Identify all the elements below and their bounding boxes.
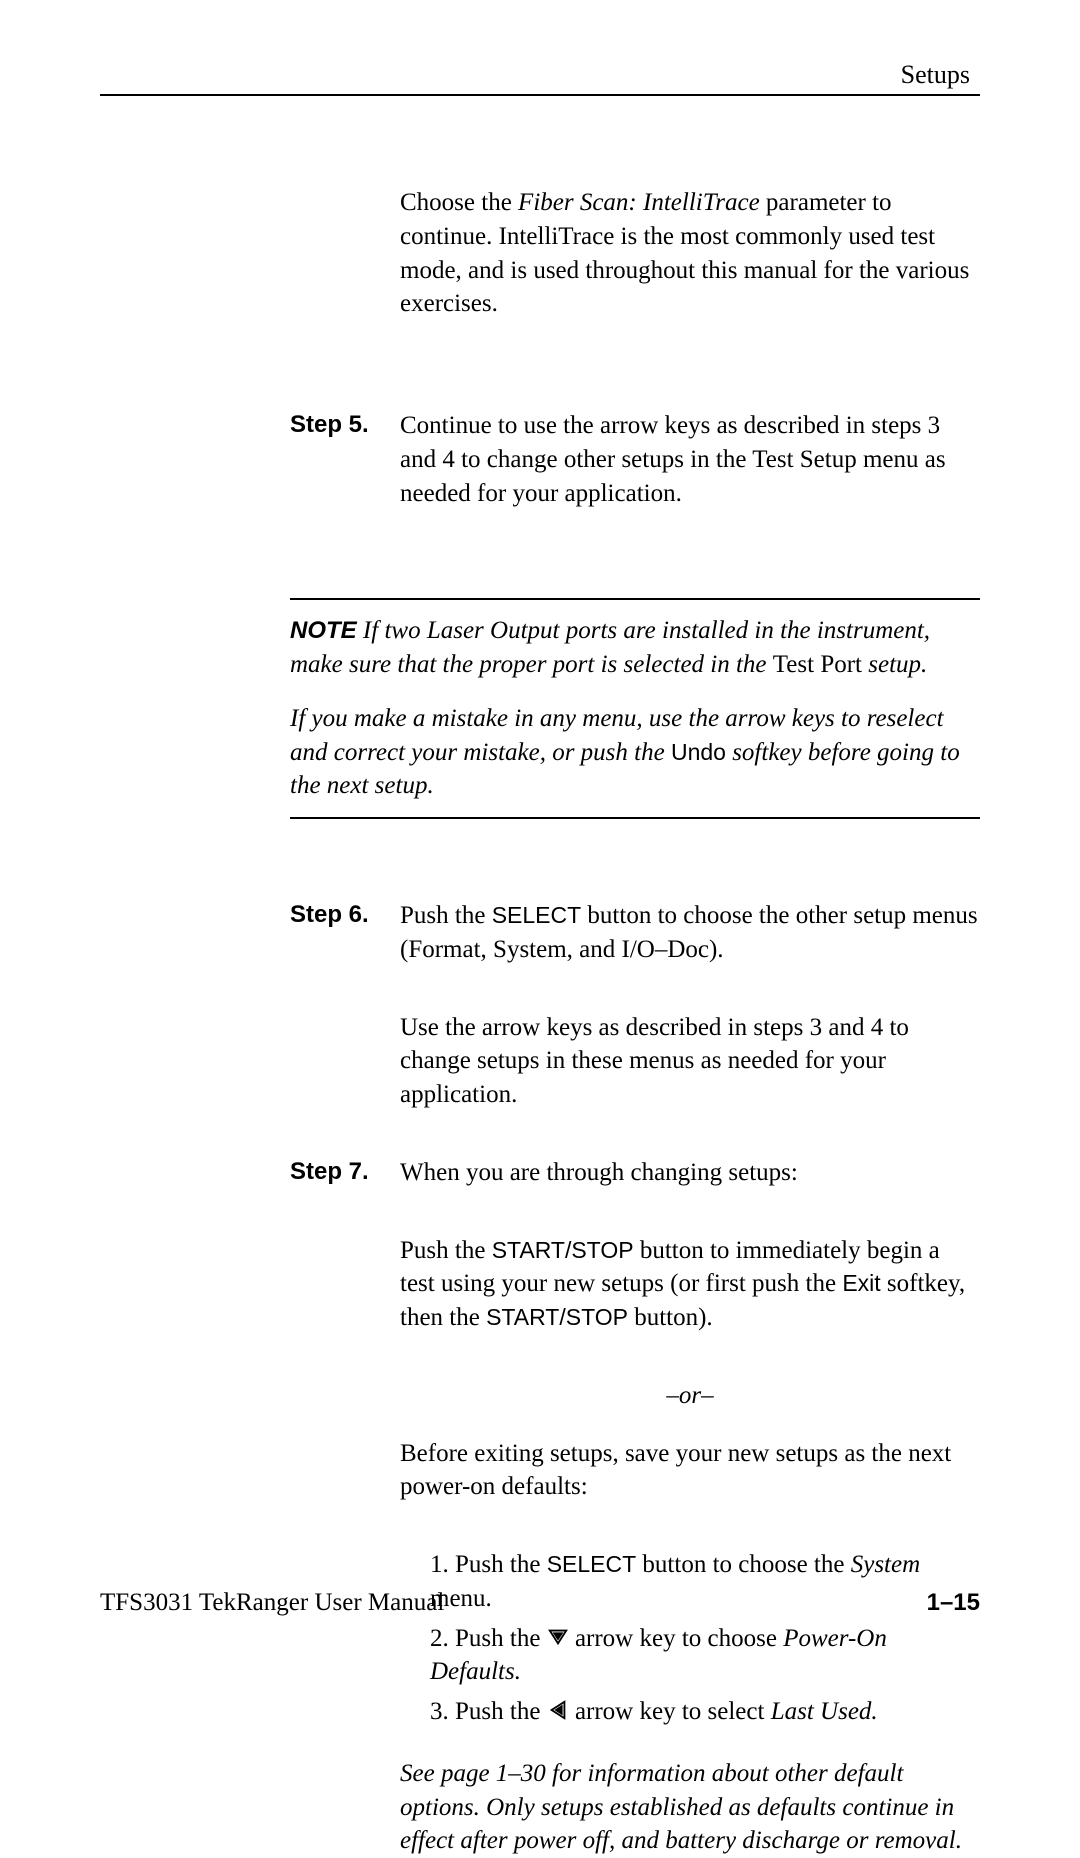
intro-param: Fiber Scan: IntelliTrace xyxy=(518,189,760,216)
step7-final: See page 1–30 for information about othe… xyxy=(400,1757,980,1858)
step7-p2-s1: START/STOP xyxy=(492,1237,634,1263)
step-6: Step 6. Push the SELECT button to choose… xyxy=(290,899,980,1112)
sub3-a: 3. Push the xyxy=(430,1698,547,1725)
sub3-b: arrow key to select xyxy=(569,1698,771,1725)
footer-left: TFS3031 TekRanger User Manual xyxy=(100,1589,444,1617)
step7-p3: Before exiting setups, save your new set… xyxy=(400,1437,980,1505)
step7-p2-d: button). xyxy=(628,1304,713,1331)
step7-or: –or– xyxy=(400,1379,980,1413)
step7-p2: Push the START/STOP button to immediatel… xyxy=(400,1234,980,1335)
footer: TFS3031 TekRanger User Manual 1–15 xyxy=(100,1589,980,1617)
down-arrow-icon xyxy=(547,1624,569,1646)
step7-p2-s2: Exit xyxy=(842,1270,880,1296)
note-para-2: If you make a mistake in any menu, use t… xyxy=(290,702,980,803)
intro-block: Choose the Fiber Scan: IntelliTrace para… xyxy=(290,186,980,365)
sub1-b: button to choose the xyxy=(636,1551,851,1578)
step-7: Step 7. When you are through changing se… xyxy=(290,1156,980,1858)
note-p1-plain: Test Port xyxy=(773,651,862,678)
step-5-body: Continue to use the arrow keys as descri… xyxy=(400,409,980,510)
step6-p1-a: Push the xyxy=(400,902,492,929)
header-rule xyxy=(100,94,980,96)
step7-p2-s3: START/STOP xyxy=(486,1304,628,1330)
step7-sub2: 2. Push the arrow key to choose Power-On… xyxy=(430,1622,980,1690)
step6-p1-sans: SELECT xyxy=(492,902,581,928)
step-6-body: Push the SELECT button to choose the oth… xyxy=(400,899,980,1112)
sub2-b: arrow key to choose xyxy=(569,1625,784,1652)
intro-spacer xyxy=(290,186,400,365)
note-label: NOTE xyxy=(290,617,357,644)
sub2-a: 2. Push the xyxy=(430,1625,547,1652)
step-6-p1: Push the SELECT button to choose the oth… xyxy=(400,899,980,967)
note-p2-sans: Undo xyxy=(671,739,726,765)
step-5-label: Step 5. xyxy=(290,409,400,554)
step-5: Step 5. Continue to use the arrow keys a… xyxy=(290,409,980,554)
step7-sublist: 1. Push the SELECT button to choose the … xyxy=(430,1548,980,1729)
step-6-p2: Use the arrow keys as described in steps… xyxy=(400,1011,980,1112)
sub3-ital: Last Used. xyxy=(771,1698,878,1725)
intro-text: Choose the Fiber Scan: IntelliTrace para… xyxy=(400,186,980,321)
step7-p2-a: Push the xyxy=(400,1237,492,1264)
sub1-sans: SELECT xyxy=(547,1551,636,1577)
sub1-ital: System xyxy=(851,1551,920,1578)
step-7-label: Step 7. xyxy=(290,1156,400,1858)
step7-sub3: 3. Push the arrow key to select Last Use… xyxy=(430,1695,980,1729)
note-para-1: NOTE If two Laser Output ports are insta… xyxy=(290,614,980,682)
step-7-body: When you are through changing setups: Pu… xyxy=(400,1156,980,1858)
left-arrow-icon xyxy=(547,1697,569,1719)
page: Setups Choose the Fiber Scan: IntelliTra… xyxy=(0,0,1080,1669)
section-header: Setups xyxy=(100,60,980,90)
step-6-label: Step 6. xyxy=(290,899,400,1112)
note-box: NOTE If two Laser Output ports are insta… xyxy=(290,598,980,819)
sub1-a: 1. Push the xyxy=(430,1551,547,1578)
step7-p1: When you are through changing setups: xyxy=(400,1156,980,1190)
page-number: 1–15 xyxy=(927,1589,980,1617)
intro-prefix: Choose the xyxy=(400,189,518,216)
note-p1-b: setup. xyxy=(862,651,927,678)
